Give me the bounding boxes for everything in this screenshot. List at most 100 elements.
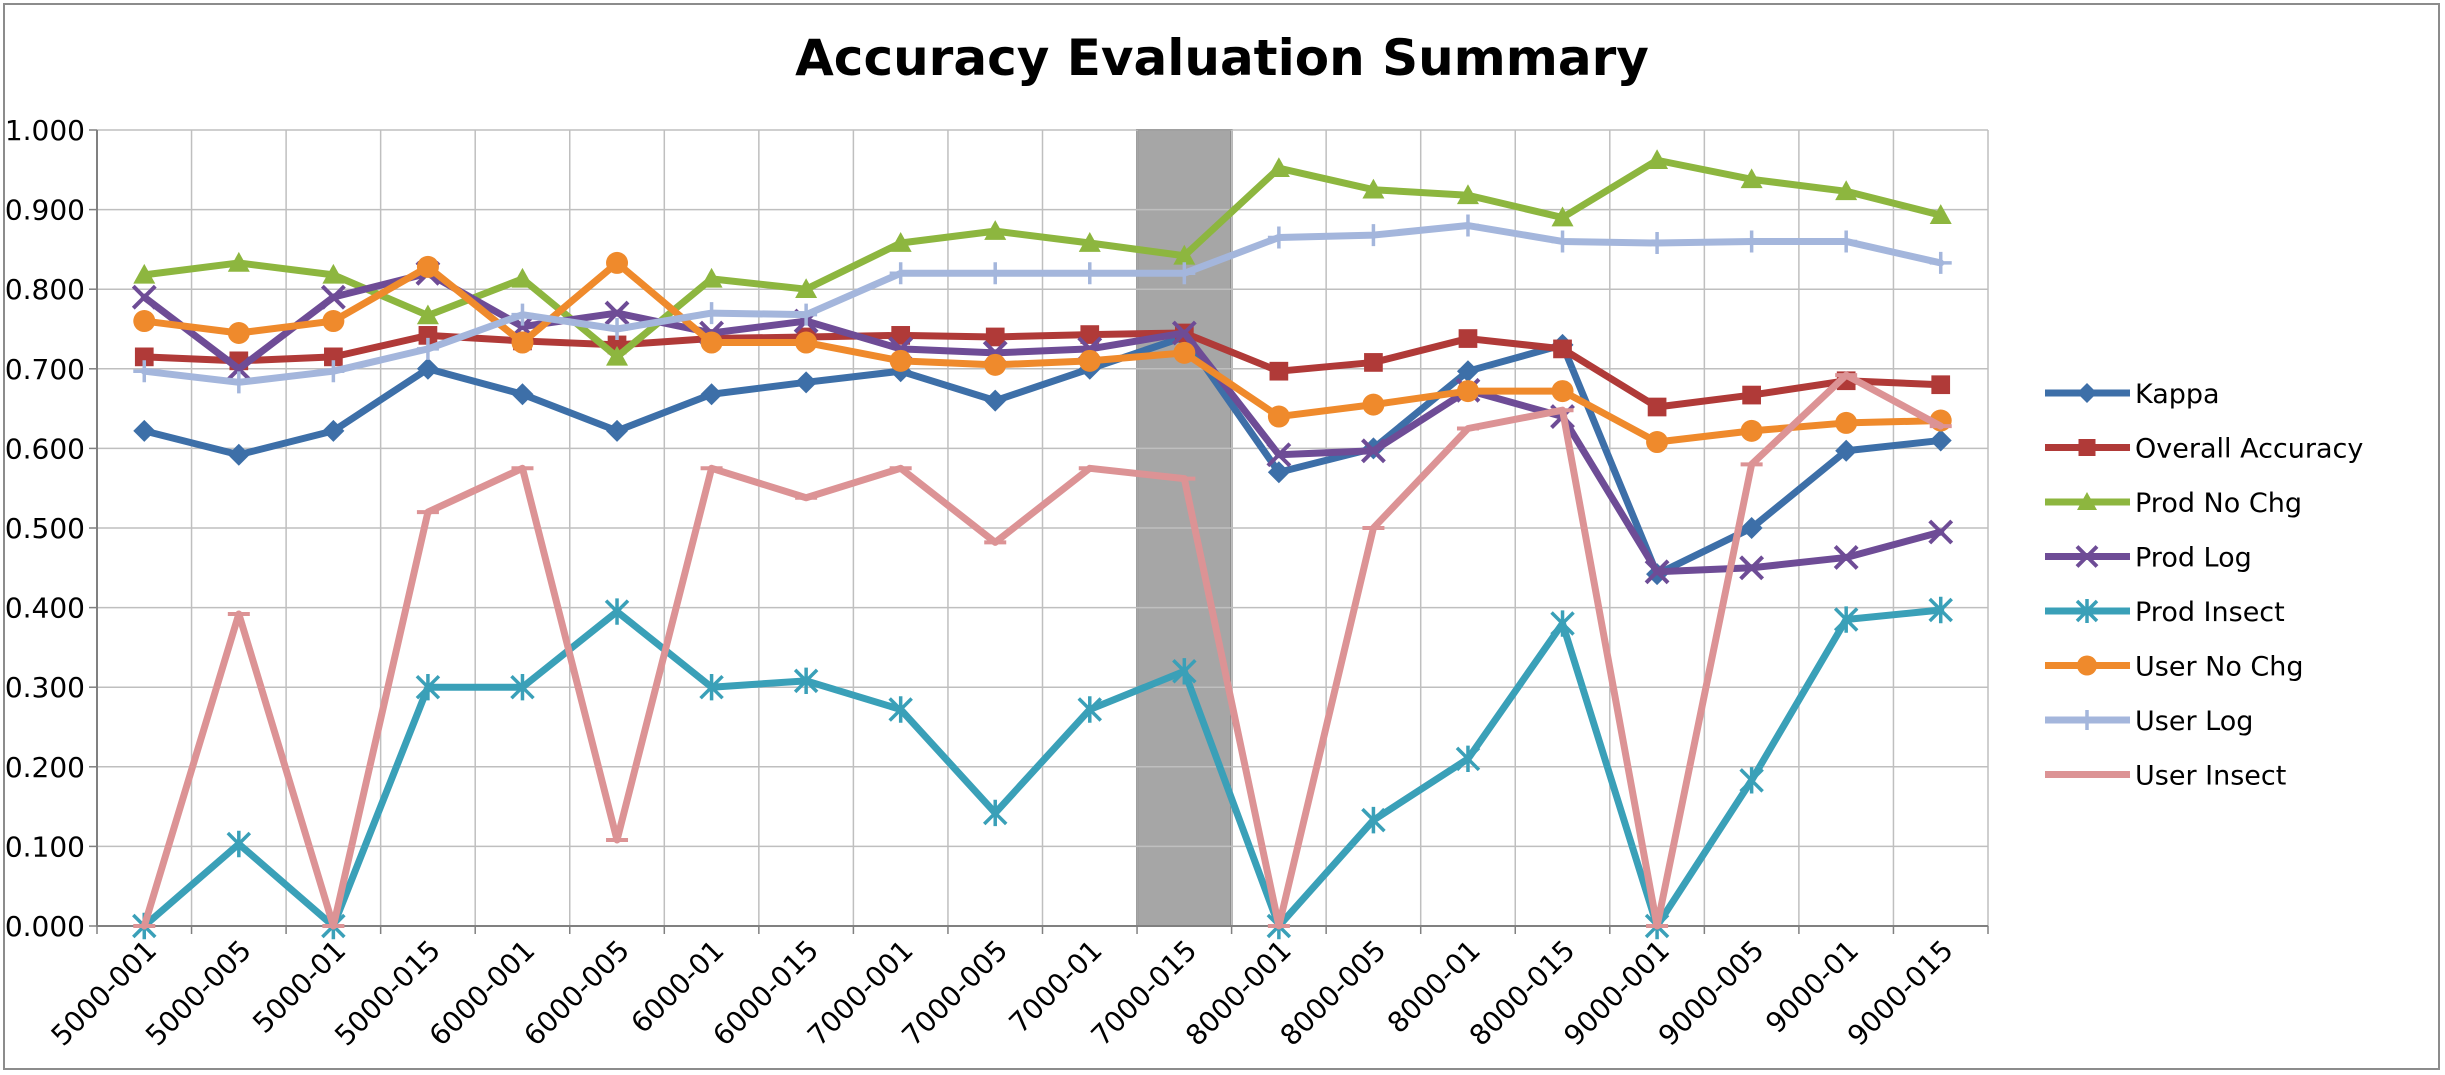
data-point [1551, 230, 1574, 253]
y-tick-label: 0.600 [5, 432, 85, 465]
data-point [1078, 262, 1101, 285]
data-point [1456, 380, 1479, 403]
data-point [795, 331, 818, 354]
legend-label: Prod Log [2135, 543, 2252, 574]
series-line [140, 259, 1945, 446]
data-point [1835, 180, 1858, 201]
series-prod-insect [132, 596, 1953, 940]
data-point [889, 349, 912, 372]
data-point [1267, 405, 1290, 428]
data-point [1929, 204, 1952, 224]
data-point [1740, 230, 1763, 253]
data-point [322, 360, 345, 383]
data-point [1173, 262, 1196, 285]
data-point [984, 220, 1007, 240]
data-point [322, 263, 345, 284]
legend-label: User No Chg [2135, 652, 2304, 683]
data-point [1929, 429, 1952, 452]
y-tick-label: 1.000 [5, 114, 85, 147]
data-point [1740, 517, 1763, 539]
legend-label: Prod No Chg [2135, 488, 2302, 519]
data-point [1458, 329, 1478, 348]
data-point [889, 232, 912, 252]
data-point [416, 304, 439, 325]
data-point [1171, 320, 1197, 346]
data-point [1361, 806, 1386, 834]
data-point [1740, 419, 1763, 442]
series-line [140, 329, 1945, 411]
data-point [1647, 397, 1667, 417]
data-point [1646, 431, 1669, 454]
data-point [699, 674, 724, 701]
data-point [1172, 658, 1197, 685]
data-point [1362, 393, 1385, 416]
data-point [2077, 655, 2097, 676]
data-point [226, 356, 252, 382]
data-point [322, 310, 345, 333]
data-point [1646, 232, 1669, 255]
data-point [1364, 353, 1383, 372]
data-point [606, 345, 629, 366]
legend-item: User Insect [2045, 761, 2286, 792]
data-point [511, 267, 534, 288]
y-tick-label: 0.200 [5, 751, 85, 784]
legend-item: Prod Insect [2045, 597, 2285, 628]
data-point [2075, 599, 2099, 623]
data-point [416, 357, 439, 380]
data-point [604, 598, 630, 625]
data-point [227, 321, 250, 344]
legend-item: Prod Log [2045, 543, 2252, 574]
legend-item: Overall Accuracy [2045, 434, 2363, 465]
data-point [416, 337, 439, 360]
data-point [1551, 380, 1574, 403]
data-point [1456, 360, 1479, 383]
data-point [1173, 244, 1196, 265]
data-point [511, 383, 534, 406]
y-tick-label: 0.900 [5, 194, 85, 227]
data-point [982, 799, 1008, 827]
data-point [1456, 214, 1479, 237]
data-point [700, 331, 723, 354]
data-point [2077, 492, 2097, 510]
legend-label: Prod Insect [2135, 597, 2285, 628]
data-point [795, 371, 818, 394]
data-point [984, 353, 1007, 376]
data-point [984, 262, 1007, 285]
data-point [1553, 339, 1572, 359]
y-tick-label: 0.500 [5, 512, 85, 545]
data-point [416, 255, 439, 278]
data-point [133, 263, 156, 284]
data-point [1455, 745, 1481, 773]
data-point [1835, 411, 1858, 434]
data-point [604, 300, 630, 326]
data-point [1551, 206, 1574, 227]
data-point [2075, 545, 2099, 568]
legend: Kappa Overall Accuracy Prod No Chg Prod Log… [2045, 379, 2363, 792]
data-point [1833, 606, 1859, 633]
data-point [2077, 383, 2097, 403]
data-point [606, 318, 629, 340]
data-point [984, 389, 1007, 412]
data-point [700, 383, 723, 406]
data-point [1550, 610, 1575, 637]
data-point [227, 443, 250, 466]
chart-title: Accuracy Evaluation Summary [795, 29, 1649, 87]
series-line [140, 222, 1945, 386]
legend-item: User Log [2045, 706, 2253, 737]
data-point [700, 267, 723, 288]
data-point [1267, 461, 1290, 484]
series-line [140, 606, 1945, 930]
legend-label: Overall Accuracy [2135, 434, 2363, 465]
data-point [226, 830, 252, 858]
data-point [1078, 349, 1101, 372]
data-point [510, 674, 535, 701]
y-tick-label: 0.100 [5, 830, 85, 863]
y-tick-label: 0.400 [5, 592, 85, 625]
legend-item: Kappa [2045, 379, 2220, 410]
data-point [793, 667, 819, 695]
data-point [1928, 519, 1954, 545]
data-point [1078, 232, 1101, 252]
data-point [1644, 559, 1670, 585]
data-point [1742, 385, 1761, 405]
